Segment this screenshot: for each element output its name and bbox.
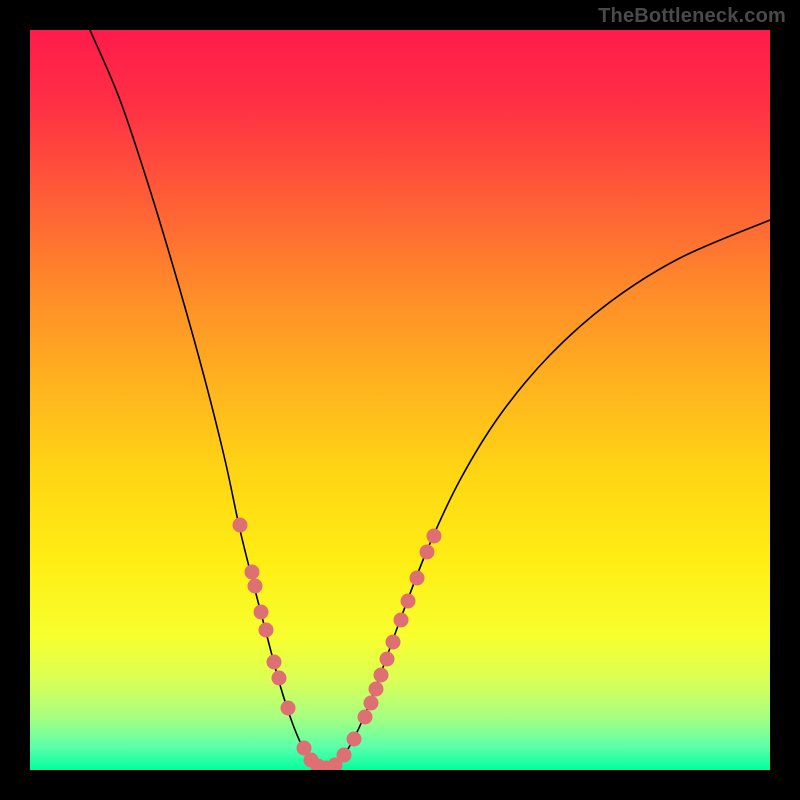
marker-point <box>272 671 287 686</box>
marker-point <box>401 594 416 609</box>
marker-point <box>410 571 425 586</box>
chart-frame: TheBottleneck.com <box>0 0 800 800</box>
marker-point <box>233 518 248 533</box>
marker-point <box>267 655 282 670</box>
marker-point <box>386 635 401 650</box>
marker-group <box>233 518 442 771</box>
marker-point <box>420 545 435 560</box>
marker-point <box>245 565 260 580</box>
marker-point <box>427 529 442 544</box>
marker-point <box>394 613 409 628</box>
watermark-text: TheBottleneck.com <box>598 5 786 28</box>
marker-point <box>380 652 395 667</box>
plot-area <box>30 30 770 770</box>
marker-point <box>281 701 296 716</box>
marker-point <box>374 668 389 683</box>
curve-layer <box>30 30 770 770</box>
marker-point <box>254 605 269 620</box>
marker-point <box>364 696 379 711</box>
marker-point <box>369 682 384 697</box>
marker-point <box>337 748 352 763</box>
marker-point <box>259 623 274 638</box>
marker-point <box>347 732 362 747</box>
curve-left-branch <box>90 30 322 769</box>
marker-point <box>248 579 263 594</box>
curve-right-branch <box>322 220 770 769</box>
marker-point <box>358 710 373 725</box>
